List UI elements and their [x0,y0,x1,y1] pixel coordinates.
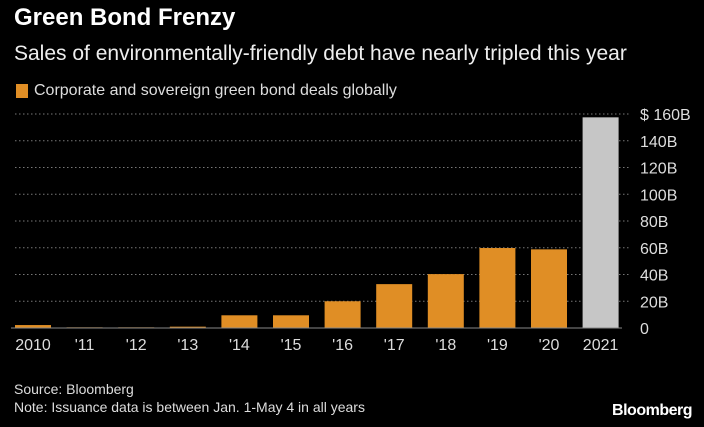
bar [531,249,567,328]
bar [169,326,206,328]
x-tick-label: 2021 [583,337,619,354]
y-tick-label: 0 [640,321,649,338]
x-tick-label: '19 [487,337,508,354]
x-tick-label: '11 [75,337,95,354]
y-tick-label: 20B [640,294,668,311]
x-tick-label: '15 [281,337,302,354]
y-tick-label: 80B [640,214,668,231]
bar [324,301,361,328]
legend: Corporate and sovereign green bond deals… [16,82,397,100]
bar [427,274,464,328]
x-tick-label: 2010 [15,337,51,354]
legend-swatch [16,84,28,98]
x-tick-label: '17 [384,337,405,354]
x-tick-label: '12 [126,337,147,354]
chart-title: Green Bond Frenzy [14,4,236,31]
bar [582,117,619,328]
x-tick-label: '14 [229,337,250,354]
legend-label: Corporate and sovereign green bond deals… [34,82,397,99]
y-tick-label: 120B [640,161,677,178]
bloomberg-logo: Bloomberg [612,402,692,419]
bar [376,284,413,328]
bar [479,248,516,328]
bar [15,325,51,328]
y-tick-label: 100B [640,187,677,204]
y-tick-label: 60B [640,241,668,258]
source-note: Source: Bloomberg [14,381,134,397]
chart-subtitle: Sales of environmentally-friendly debt h… [14,42,627,65]
x-tick-label: '13 [177,337,198,354]
bar [221,315,258,328]
x-tick-label: '20 [539,337,560,354]
y-tick-label: 140B [640,134,677,151]
bar [273,315,309,328]
y-tick-label: 40B [640,268,668,285]
issuance-note: Note: Issuance data is between Jan. 1-Ma… [14,399,365,415]
y-tick-label: $ 160B [640,107,691,124]
x-tick-label: '18 [435,337,456,354]
x-tick-label: '16 [332,337,353,354]
